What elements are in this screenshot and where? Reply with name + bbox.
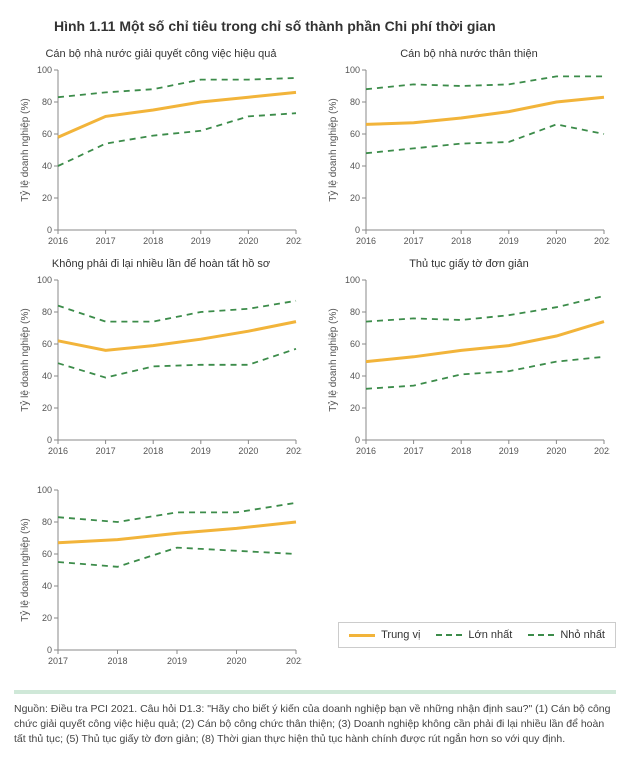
svg-text:20: 20: [42, 193, 52, 203]
svg-text:100: 100: [37, 65, 52, 75]
svg-text:2017: 2017: [96, 236, 116, 246]
chart-panel: Thủ tục giấy tờ đơn giản 0 20 40 60 80 100 2016…: [322, 258, 616, 464]
legend-item-min: Nhỏ nhất: [528, 629, 605, 641]
svg-text:2019: 2019: [191, 236, 211, 246]
svg-text:2021: 2021: [594, 446, 610, 456]
legend-label-median: Trung vị: [381, 629, 420, 641]
chart-svg: 0 20 40 60 80 100 2016 2017 2018 2019 2020 2021 Tỷ l…: [14, 64, 302, 254]
svg-text:2020: 2020: [226, 656, 246, 666]
chart-panel: Cán bộ nhà nước thân thiện 0 20 40 60 80 100 20…: [322, 48, 616, 254]
footnote-text: Nguồn: Điều tra PCI 2021. Câu hỏi D1.3: …: [14, 702, 616, 748]
svg-text:2020: 2020: [238, 446, 258, 456]
svg-text:20: 20: [350, 193, 360, 203]
swatch-min-icon: [528, 634, 554, 636]
svg-text:100: 100: [345, 65, 360, 75]
svg-text:80: 80: [42, 97, 52, 107]
svg-text:100: 100: [345, 275, 360, 285]
svg-text:2018: 2018: [107, 656, 127, 666]
svg-text:0: 0: [47, 645, 52, 655]
svg-text:80: 80: [350, 307, 360, 317]
svg-text:Tỷ lệ doanh nghiệp (%): Tỷ lệ doanh nghiệp (%): [327, 98, 339, 201]
svg-text:100: 100: [37, 485, 52, 495]
legend-label-min: Nhỏ nhất: [560, 629, 605, 641]
panel-grid: Cán bộ nhà nước giải quyết công việc hiệ…: [14, 48, 616, 674]
swatch-max-icon: [436, 634, 462, 636]
svg-text:2021: 2021: [286, 446, 302, 456]
svg-text:2017: 2017: [404, 446, 424, 456]
svg-text:2020: 2020: [238, 236, 258, 246]
svg-text:40: 40: [42, 581, 52, 591]
legend: Trung vị Lớn nhất Nhỏ nhất: [338, 622, 616, 648]
svg-text:100: 100: [37, 275, 52, 285]
svg-text:2021: 2021: [286, 656, 302, 666]
svg-text:Tỷ lệ doanh nghiệp (%): Tỷ lệ doanh nghiệp (%): [19, 308, 31, 411]
svg-text:60: 60: [350, 339, 360, 349]
svg-text:0: 0: [47, 225, 52, 235]
svg-text:2020: 2020: [546, 446, 566, 456]
svg-text:2017: 2017: [96, 446, 116, 456]
svg-text:80: 80: [42, 307, 52, 317]
svg-text:2017: 2017: [404, 236, 424, 246]
chart-svg: 0 20 40 60 80 100 2016 2017 2018 2019 2020 2021 Tỷ l…: [322, 64, 610, 254]
panel-title: Không phải đi lại nhiều lần để hoàn tất …: [14, 258, 308, 272]
svg-text:2016: 2016: [48, 236, 68, 246]
svg-text:20: 20: [42, 403, 52, 413]
legend-container: Trung vị Lớn nhất Nhỏ nhất: [322, 468, 616, 674]
chart-svg: 0 20 40 60 80 100 2016 2017 2018 2019 2020 2021 Tỷ l…: [322, 274, 610, 464]
chart-svg: 0 20 40 60 80 100 2017 2018 2019 2020 2021 Tỷ lệ do…: [14, 484, 302, 674]
chart-panel: Cán bộ nhà nước giải quyết công việc hiệ…: [14, 48, 308, 254]
svg-text:2016: 2016: [356, 446, 376, 456]
panel-title: Cán bộ nhà nước giải quyết công việc hiệ…: [14, 48, 308, 62]
chart-panel: Không phải đi lại nhiều lần để hoàn tất …: [14, 258, 308, 464]
svg-text:80: 80: [42, 517, 52, 527]
svg-text:20: 20: [350, 403, 360, 413]
svg-text:2017: 2017: [48, 656, 68, 666]
svg-text:2019: 2019: [499, 446, 519, 456]
svg-text:40: 40: [350, 371, 360, 381]
legend-item-median: Trung vị: [349, 629, 420, 641]
chart-svg: 0 20 40 60 80 100 2016 2017 2018 2019 2020 2021 Tỷ l…: [14, 274, 302, 464]
svg-text:0: 0: [355, 225, 360, 235]
footnote-separator: [14, 690, 616, 694]
svg-text:2019: 2019: [167, 656, 187, 666]
svg-text:0: 0: [355, 435, 360, 445]
svg-text:2016: 2016: [356, 236, 376, 246]
svg-text:2018: 2018: [143, 236, 163, 246]
panel-title: Cán bộ nhà nước thân thiện: [322, 48, 616, 62]
swatch-median-icon: [349, 634, 375, 637]
svg-text:60: 60: [42, 549, 52, 559]
panel-title: Thủ tục giấy tờ đơn giản: [322, 258, 616, 272]
legend-item-max: Lớn nhất: [436, 629, 512, 641]
svg-text:60: 60: [42, 339, 52, 349]
svg-text:2018: 2018: [143, 446, 163, 456]
panel-title: [14, 468, 308, 482]
svg-text:40: 40: [42, 371, 52, 381]
svg-text:Tỷ lệ doanh nghiệp (%): Tỷ lệ doanh nghiệp (%): [327, 308, 339, 411]
svg-text:40: 40: [42, 161, 52, 171]
svg-text:60: 60: [42, 129, 52, 139]
svg-text:2020: 2020: [546, 236, 566, 246]
svg-text:0: 0: [47, 435, 52, 445]
svg-text:2019: 2019: [191, 446, 211, 456]
svg-text:60: 60: [350, 129, 360, 139]
svg-text:2018: 2018: [451, 236, 471, 246]
svg-text:2019: 2019: [499, 236, 519, 246]
svg-text:Tỷ lệ doanh nghiệp (%): Tỷ lệ doanh nghiệp (%): [19, 98, 31, 201]
chart-panel: 0 20 40 60 80 100 2017 2018 2019 2020 2021 Tỷ lệ do…: [14, 468, 308, 674]
svg-text:Tỷ lệ doanh nghiệp (%): Tỷ lệ doanh nghiệp (%): [19, 518, 31, 621]
figure-title: Hình 1.11 Một số chỉ tiêu trong chỉ số t…: [14, 18, 616, 34]
svg-text:2021: 2021: [286, 236, 302, 246]
legend-label-max: Lớn nhất: [468, 629, 512, 641]
svg-text:20: 20: [42, 613, 52, 623]
svg-text:2018: 2018: [451, 446, 471, 456]
svg-text:2021: 2021: [594, 236, 610, 246]
svg-text:80: 80: [350, 97, 360, 107]
svg-text:2016: 2016: [48, 446, 68, 456]
svg-text:40: 40: [350, 161, 360, 171]
